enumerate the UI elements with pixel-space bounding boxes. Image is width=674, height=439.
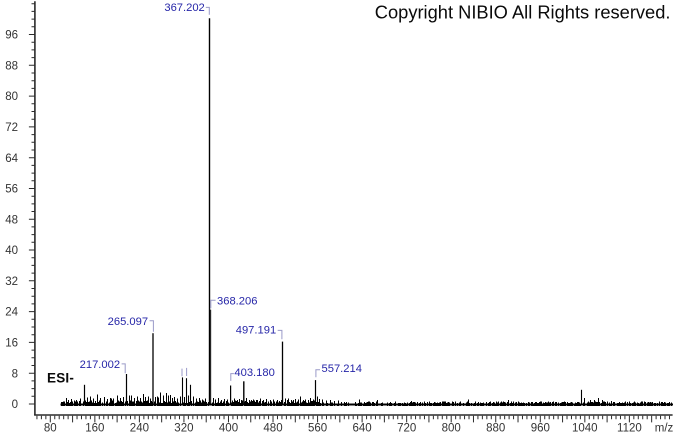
svg-text:497.191: 497.191	[236, 324, 276, 336]
svg-text:240: 240	[130, 423, 149, 434]
svg-text:0: 0	[12, 399, 18, 411]
svg-text:880: 880	[486, 423, 505, 434]
svg-text:24: 24	[5, 307, 18, 319]
svg-text:720: 720	[397, 423, 416, 434]
svg-text:ESI-: ESI-	[47, 370, 74, 385]
svg-text:217.002: 217.002	[80, 359, 120, 371]
svg-text:80: 80	[44, 423, 57, 434]
svg-text:480: 480	[263, 423, 282, 434]
svg-text:960: 960	[531, 423, 550, 434]
svg-text:557.214: 557.214	[322, 363, 362, 375]
svg-text:265.097: 265.097	[108, 316, 148, 328]
svg-text:32: 32	[5, 276, 18, 288]
svg-text:Copyright NIBIO All Rights res: Copyright NIBIO All Rights reserved.	[375, 2, 671, 23]
svg-text:80: 80	[5, 91, 18, 103]
svg-text:800: 800	[442, 423, 461, 434]
svg-text:320: 320	[174, 423, 193, 434]
svg-text:m/z: m/z	[655, 423, 674, 434]
svg-text:403.180: 403.180	[234, 367, 274, 379]
svg-text:367.202: 367.202	[164, 2, 204, 14]
svg-text:16: 16	[5, 338, 18, 350]
svg-text:40: 40	[5, 245, 18, 257]
svg-text:1120: 1120	[617, 423, 642, 434]
svg-text:160: 160	[85, 423, 104, 434]
svg-text:96: 96	[5, 30, 18, 42]
svg-text:48: 48	[5, 214, 18, 226]
svg-text:64: 64	[5, 153, 18, 165]
svg-text:8: 8	[12, 368, 18, 380]
svg-text:88: 88	[5, 60, 18, 72]
svg-text:560: 560	[308, 423, 327, 434]
svg-text:640: 640	[353, 423, 372, 434]
svg-text:1040: 1040	[572, 423, 598, 434]
svg-text:56: 56	[5, 184, 18, 196]
svg-text:72: 72	[5, 122, 18, 134]
svg-text:368.206: 368.206	[217, 295, 257, 307]
svg-text:400: 400	[219, 423, 238, 434]
